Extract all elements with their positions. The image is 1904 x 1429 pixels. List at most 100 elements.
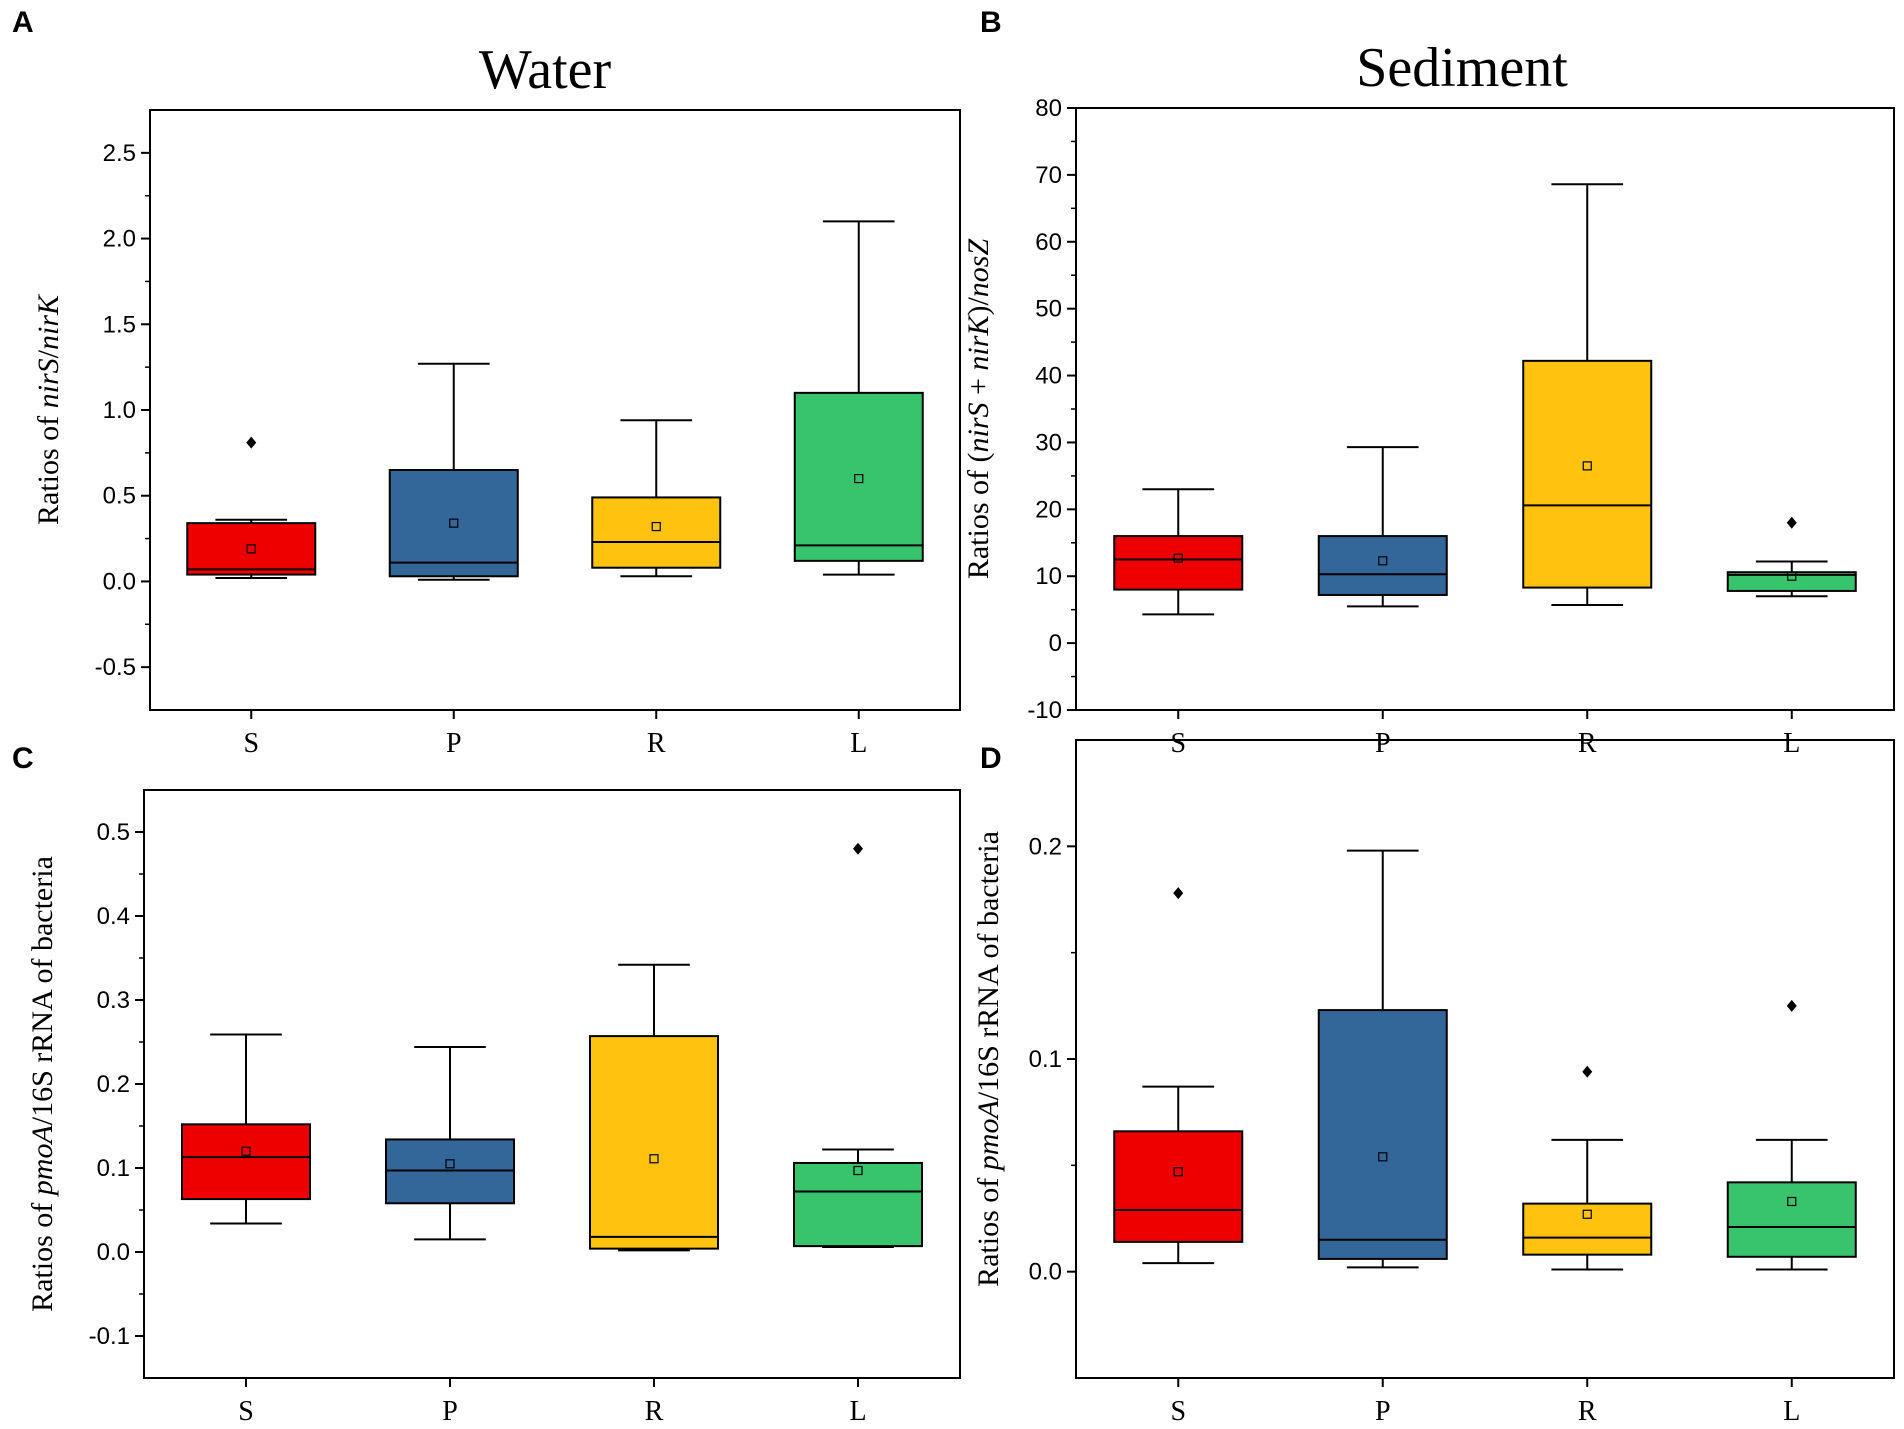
panel-a-ytick-label: 1.0 (103, 397, 136, 424)
panel-b-plot: -10 0 10 20 30 40 50 60 70 80 S P R L Ratios of (nirS … (962, 95, 1895, 759)
panel-b-ylabel: Ratios of (nirS + nirK)/nosZ (962, 239, 995, 580)
panel-a-mean-marker (449, 518, 459, 528)
panel-d-ylabel-part: pmoA (972, 1100, 1005, 1173)
panel-c-ytick-label: 0.0 (97, 1239, 130, 1266)
panel-c-ylabel-part: /16S rRNA of bacteria (26, 856, 59, 1125)
panel-a-ylabel: Ratios of nirS/nirK (32, 293, 65, 525)
panel-d-mean-marker (1378, 1152, 1388, 1162)
panel-b-ylabel-part: nosZ (962, 239, 995, 298)
panel-c-category-label: L (849, 1396, 866, 1427)
panel-d-outlier-point (1582, 1065, 1593, 1078)
panel-b-box (1113, 535, 1244, 591)
panel-a-box (388, 469, 519, 578)
panel-b-mean-marker (1582, 461, 1592, 471)
panel-d-outlier-point (1786, 999, 1797, 1012)
panel-d-category-label: L (1783, 1396, 1800, 1427)
panel-c-box (793, 1161, 923, 1248)
panel-b-category-label: L (1783, 728, 1800, 759)
panel-b-ytick-label: 70 (1035, 162, 1062, 189)
panel-b-ytick-label: 40 (1035, 363, 1062, 390)
panel-c-ytick-label: 0.4 (97, 903, 130, 930)
panel-c-ylabel-part: pmoA (26, 1125, 59, 1198)
panel-d-frame (1075, 739, 1895, 1379)
panel-d-ytick-label: 0.2 (1029, 833, 1062, 860)
panel-b-ytick-label: 50 (1035, 296, 1062, 323)
panel-d: D 0.0 0.1 0.2 S P R L Ratios of pmoA/16S rRNA o… (972, 739, 1895, 1427)
panel-c-category-label: S (238, 1396, 254, 1427)
panel-a-box (186, 522, 317, 576)
panel-c-ytick-label: 0.1 (97, 1155, 130, 1182)
panel-b-ytick-label: 80 (1035, 95, 1062, 122)
panel-c-box (589, 1035, 719, 1250)
panel-b-ytick-label: -10 (1027, 697, 1062, 724)
panel-a: A Water -0.5 0.0 0.5 1.0 1.5 2.0 2.5 S P R L Ratios… (12, 6, 961, 759)
panel-a-title: Water (479, 39, 612, 101)
panel-c-ylabel-part: Ratios of (26, 1195, 59, 1312)
panel-a-ytick-label: 0.5 (103, 483, 136, 510)
panel-a-ytick-label: 1.5 (103, 311, 136, 338)
panel-d-mean-marker (1582, 1209, 1592, 1219)
panel-a-category-label: S (243, 728, 259, 759)
panel-c-ylabel: Ratios of pmoA/16S rRNA of bacteria (26, 856, 59, 1312)
panel-b-ylabel-part: nirK (962, 314, 995, 371)
panel-a-letter: A (12, 6, 34, 39)
panel-b-box (1317, 535, 1448, 596)
panel-a-box (591, 496, 722, 569)
panel-b-category-label: P (1375, 728, 1391, 759)
panel-a-mean-marker (651, 521, 661, 532)
panel-d-ylabel: Ratios of pmoA/16S rRNA of bacteria (972, 831, 1005, 1287)
panel-a-plot: -0.5 0.0 0.5 1.0 1.5 2.0 2.5 S P R L Ratios of nirS… (32, 109, 961, 759)
panel-b-ylabel-part: )/ (962, 297, 995, 316)
panel-b-letter: B (980, 6, 1002, 39)
panel-b-mean-marker (1173, 553, 1183, 563)
panel-a-mean-marker (246, 544, 256, 554)
panel-a-ylabel-part: nirS (32, 358, 65, 408)
panel-b-ytick-label: 60 (1035, 229, 1062, 256)
panel-d-ylabel-part: /16S rRNA of bacteria (972, 831, 1005, 1100)
panel-a-ylabel-part: nirK (32, 293, 65, 350)
panel-b-ylabel-part: Ratios of ( (962, 452, 995, 579)
panel-c-letter: C (12, 742, 34, 775)
panel-b-ytick-label: 0 (1049, 630, 1062, 657)
panel-a-category-label: P (446, 728, 462, 759)
panel-b-category-label: S (1170, 728, 1186, 759)
panel-c-mean-marker (649, 1154, 659, 1164)
panel-a-ylabel-part: Ratios of (32, 408, 65, 525)
panel-b-ylabel-part: + (962, 371, 995, 403)
panel-b-frame (1075, 107, 1895, 711)
panel-d-category-label: P (1375, 1396, 1391, 1427)
panel-d-category-label: R (1578, 1396, 1597, 1427)
panel-b-ytick-label: 20 (1035, 496, 1062, 523)
panel-b-ytick-label: 10 (1035, 563, 1062, 590)
panel-a-category-label: R (647, 728, 666, 759)
panel-c-box (181, 1123, 311, 1201)
panel-d-mean-marker (1173, 1167, 1183, 1177)
panel-d-category-label: S (1170, 1396, 1186, 1427)
panel-c-ytick-label: -0.1 (89, 1323, 130, 1350)
panel-b-ytick-label: 30 (1035, 429, 1062, 456)
panel-b-category-label: R (1578, 728, 1597, 759)
panel-c-frame (143, 789, 961, 1379)
panel-b: B Sediment -10 0 10 20 30 40 50 60 70 80 S P R L Ratio… (962, 6, 1895, 759)
panel-d-box (1522, 1202, 1653, 1256)
panel-d-box (1726, 1181, 1857, 1258)
panel-c-mean-marker (853, 1165, 863, 1176)
panel-a-category-label: L (850, 728, 867, 759)
panel-c-mean-marker (445, 1159, 455, 1169)
panel-b-outlier-point (1786, 516, 1797, 529)
panel-b-mean-marker (1787, 571, 1797, 581)
panel-c-category-label: P (442, 1396, 458, 1427)
panel-d-ytick-label: 0.1 (1029, 1046, 1062, 1073)
panel-a-outlier-point (246, 436, 257, 449)
panel-d-ylabel-part: Ratios of (972, 1170, 1005, 1287)
panel-c: C -0.1 0.0 0.1 0.2 0.3 0.4 0.5 S P R L Ratios of pm… (12, 742, 961, 1427)
panel-c-category-label: R (645, 1396, 664, 1427)
panel-d-box (1113, 1130, 1244, 1243)
panel-a-ytick-label: 2.5 (103, 140, 136, 167)
panel-c-ytick-label: 0.5 (97, 819, 130, 846)
panel-d-ytick-label: 0.0 (1029, 1259, 1062, 1286)
panel-d-plot: 0.0 0.1 0.2 S P R L Ratios of pmoA/16S rRNA of … (972, 739, 1895, 1427)
panel-d-letter: D (980, 742, 1002, 775)
panel-b-box (1522, 359, 1653, 589)
